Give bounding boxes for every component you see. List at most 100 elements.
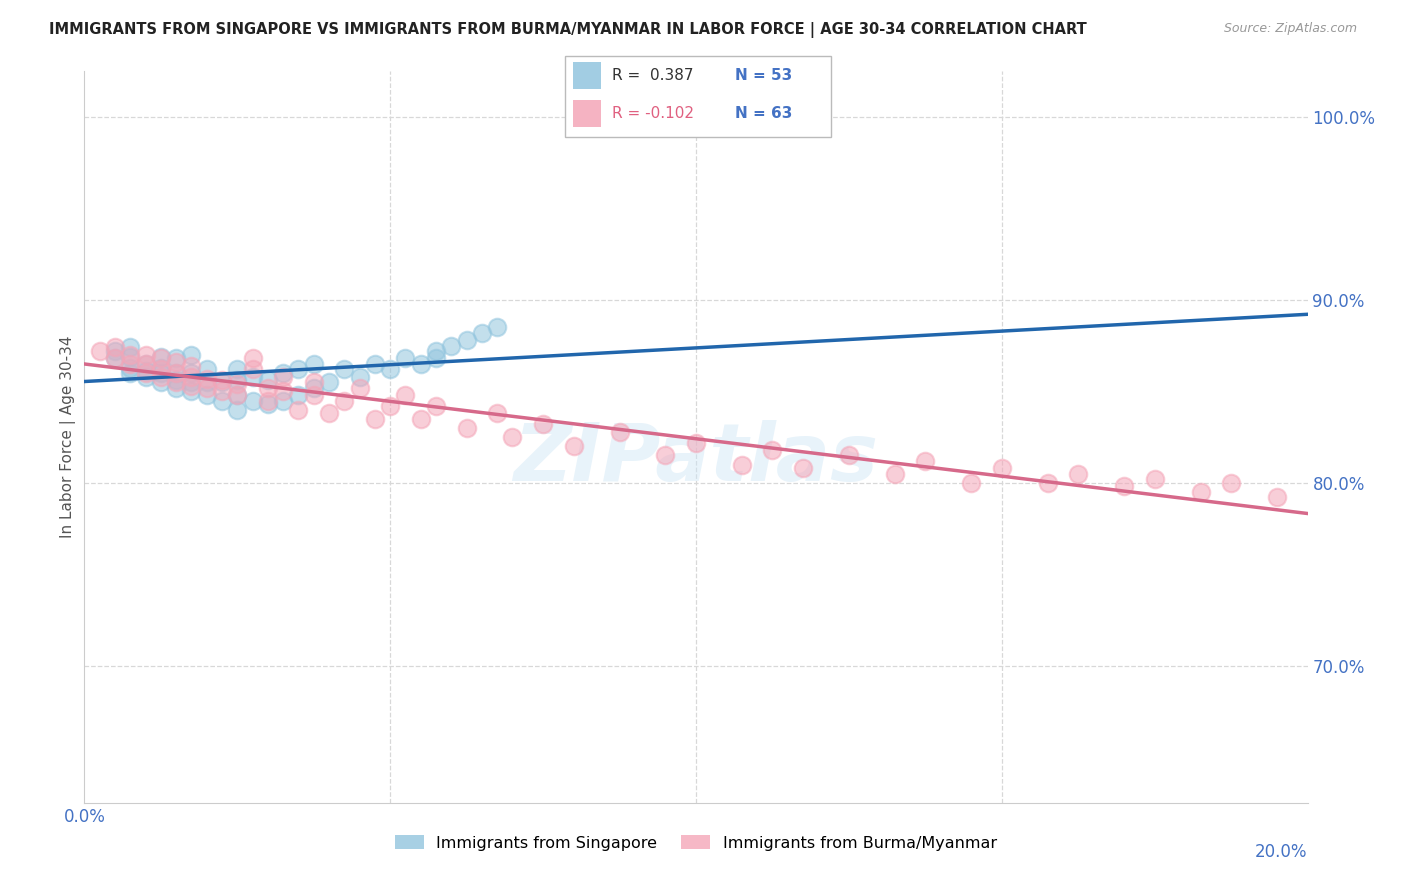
- Point: [991, 461, 1014, 475]
- Point: [104, 351, 127, 366]
- Point: [287, 402, 309, 417]
- Point: [211, 373, 233, 387]
- Point: [409, 357, 432, 371]
- Point: [195, 381, 218, 395]
- Point: [120, 350, 142, 364]
- Point: [609, 425, 631, 439]
- Point: [226, 388, 249, 402]
- Point: [180, 348, 202, 362]
- Legend: Immigrants from Singapore, Immigrants from Burma/Myanmar: Immigrants from Singapore, Immigrants fr…: [388, 829, 1004, 857]
- Point: [456, 421, 478, 435]
- Point: [195, 375, 218, 389]
- Point: [89, 344, 111, 359]
- Point: [120, 360, 142, 375]
- Point: [486, 406, 509, 420]
- Point: [333, 362, 356, 376]
- Point: [180, 359, 202, 373]
- Point: [1143, 472, 1166, 486]
- Point: [349, 369, 371, 384]
- Point: [302, 381, 325, 395]
- Point: [149, 366, 172, 380]
- Point: [761, 442, 783, 457]
- Point: [333, 393, 356, 408]
- Point: [531, 417, 554, 432]
- Point: [180, 379, 202, 393]
- Point: [394, 388, 416, 402]
- Point: [211, 375, 233, 389]
- Point: [425, 344, 447, 359]
- Point: [685, 435, 707, 450]
- Point: [257, 393, 280, 408]
- Point: [242, 393, 264, 408]
- Point: [226, 402, 249, 417]
- Point: [271, 366, 294, 380]
- Point: [287, 388, 309, 402]
- Point: [257, 397, 280, 411]
- Point: [211, 393, 233, 408]
- Point: [180, 369, 202, 384]
- Point: [562, 439, 585, 453]
- Point: [165, 355, 187, 369]
- Point: [120, 341, 142, 355]
- Point: [271, 384, 294, 399]
- Bar: [574, 62, 600, 89]
- Point: [1036, 475, 1059, 490]
- Text: N = 53: N = 53: [735, 68, 793, 83]
- Point: [180, 384, 202, 399]
- Point: [149, 360, 172, 375]
- Point: [271, 393, 294, 408]
- Point: [135, 357, 157, 371]
- Point: [226, 373, 249, 387]
- Point: [226, 377, 249, 392]
- Point: [287, 362, 309, 376]
- Point: [226, 362, 249, 376]
- Point: [394, 351, 416, 366]
- Point: [486, 320, 509, 334]
- Point: [165, 373, 187, 387]
- Point: [165, 375, 187, 389]
- Point: [226, 388, 249, 402]
- Point: [257, 381, 280, 395]
- Point: [165, 366, 187, 380]
- Point: [120, 357, 142, 371]
- Point: [242, 369, 264, 384]
- Text: ZIPatlas: ZIPatlas: [513, 420, 879, 498]
- Point: [149, 375, 172, 389]
- Point: [838, 448, 860, 462]
- Point: [302, 388, 325, 402]
- Point: [364, 411, 387, 425]
- Point: [242, 351, 264, 366]
- Point: [654, 448, 676, 462]
- Point: [1067, 467, 1090, 481]
- Point: [425, 399, 447, 413]
- Point: [425, 351, 447, 366]
- Point: [1189, 484, 1212, 499]
- Point: [302, 375, 325, 389]
- Y-axis label: In Labor Force | Age 30-34: In Labor Force | Age 30-34: [60, 335, 76, 539]
- Point: [1220, 475, 1243, 490]
- Point: [135, 364, 157, 378]
- Bar: [574, 100, 600, 128]
- Point: [195, 388, 218, 402]
- Point: [135, 348, 157, 362]
- Point: [180, 366, 202, 380]
- Point: [364, 357, 387, 371]
- Point: [195, 362, 218, 376]
- Text: Source: ZipAtlas.com: Source: ZipAtlas.com: [1223, 22, 1357, 36]
- Point: [120, 366, 142, 380]
- Point: [502, 430, 524, 444]
- Point: [104, 351, 127, 366]
- Point: [211, 384, 233, 399]
- Point: [380, 399, 402, 413]
- Point: [135, 357, 157, 371]
- Point: [883, 467, 905, 481]
- Point: [409, 411, 432, 425]
- Point: [104, 341, 127, 355]
- Point: [302, 357, 325, 371]
- Point: [440, 338, 463, 352]
- Point: [731, 458, 754, 472]
- Text: N = 63: N = 63: [735, 106, 793, 121]
- Point: [165, 366, 187, 380]
- Point: [257, 373, 280, 387]
- Point: [242, 362, 264, 376]
